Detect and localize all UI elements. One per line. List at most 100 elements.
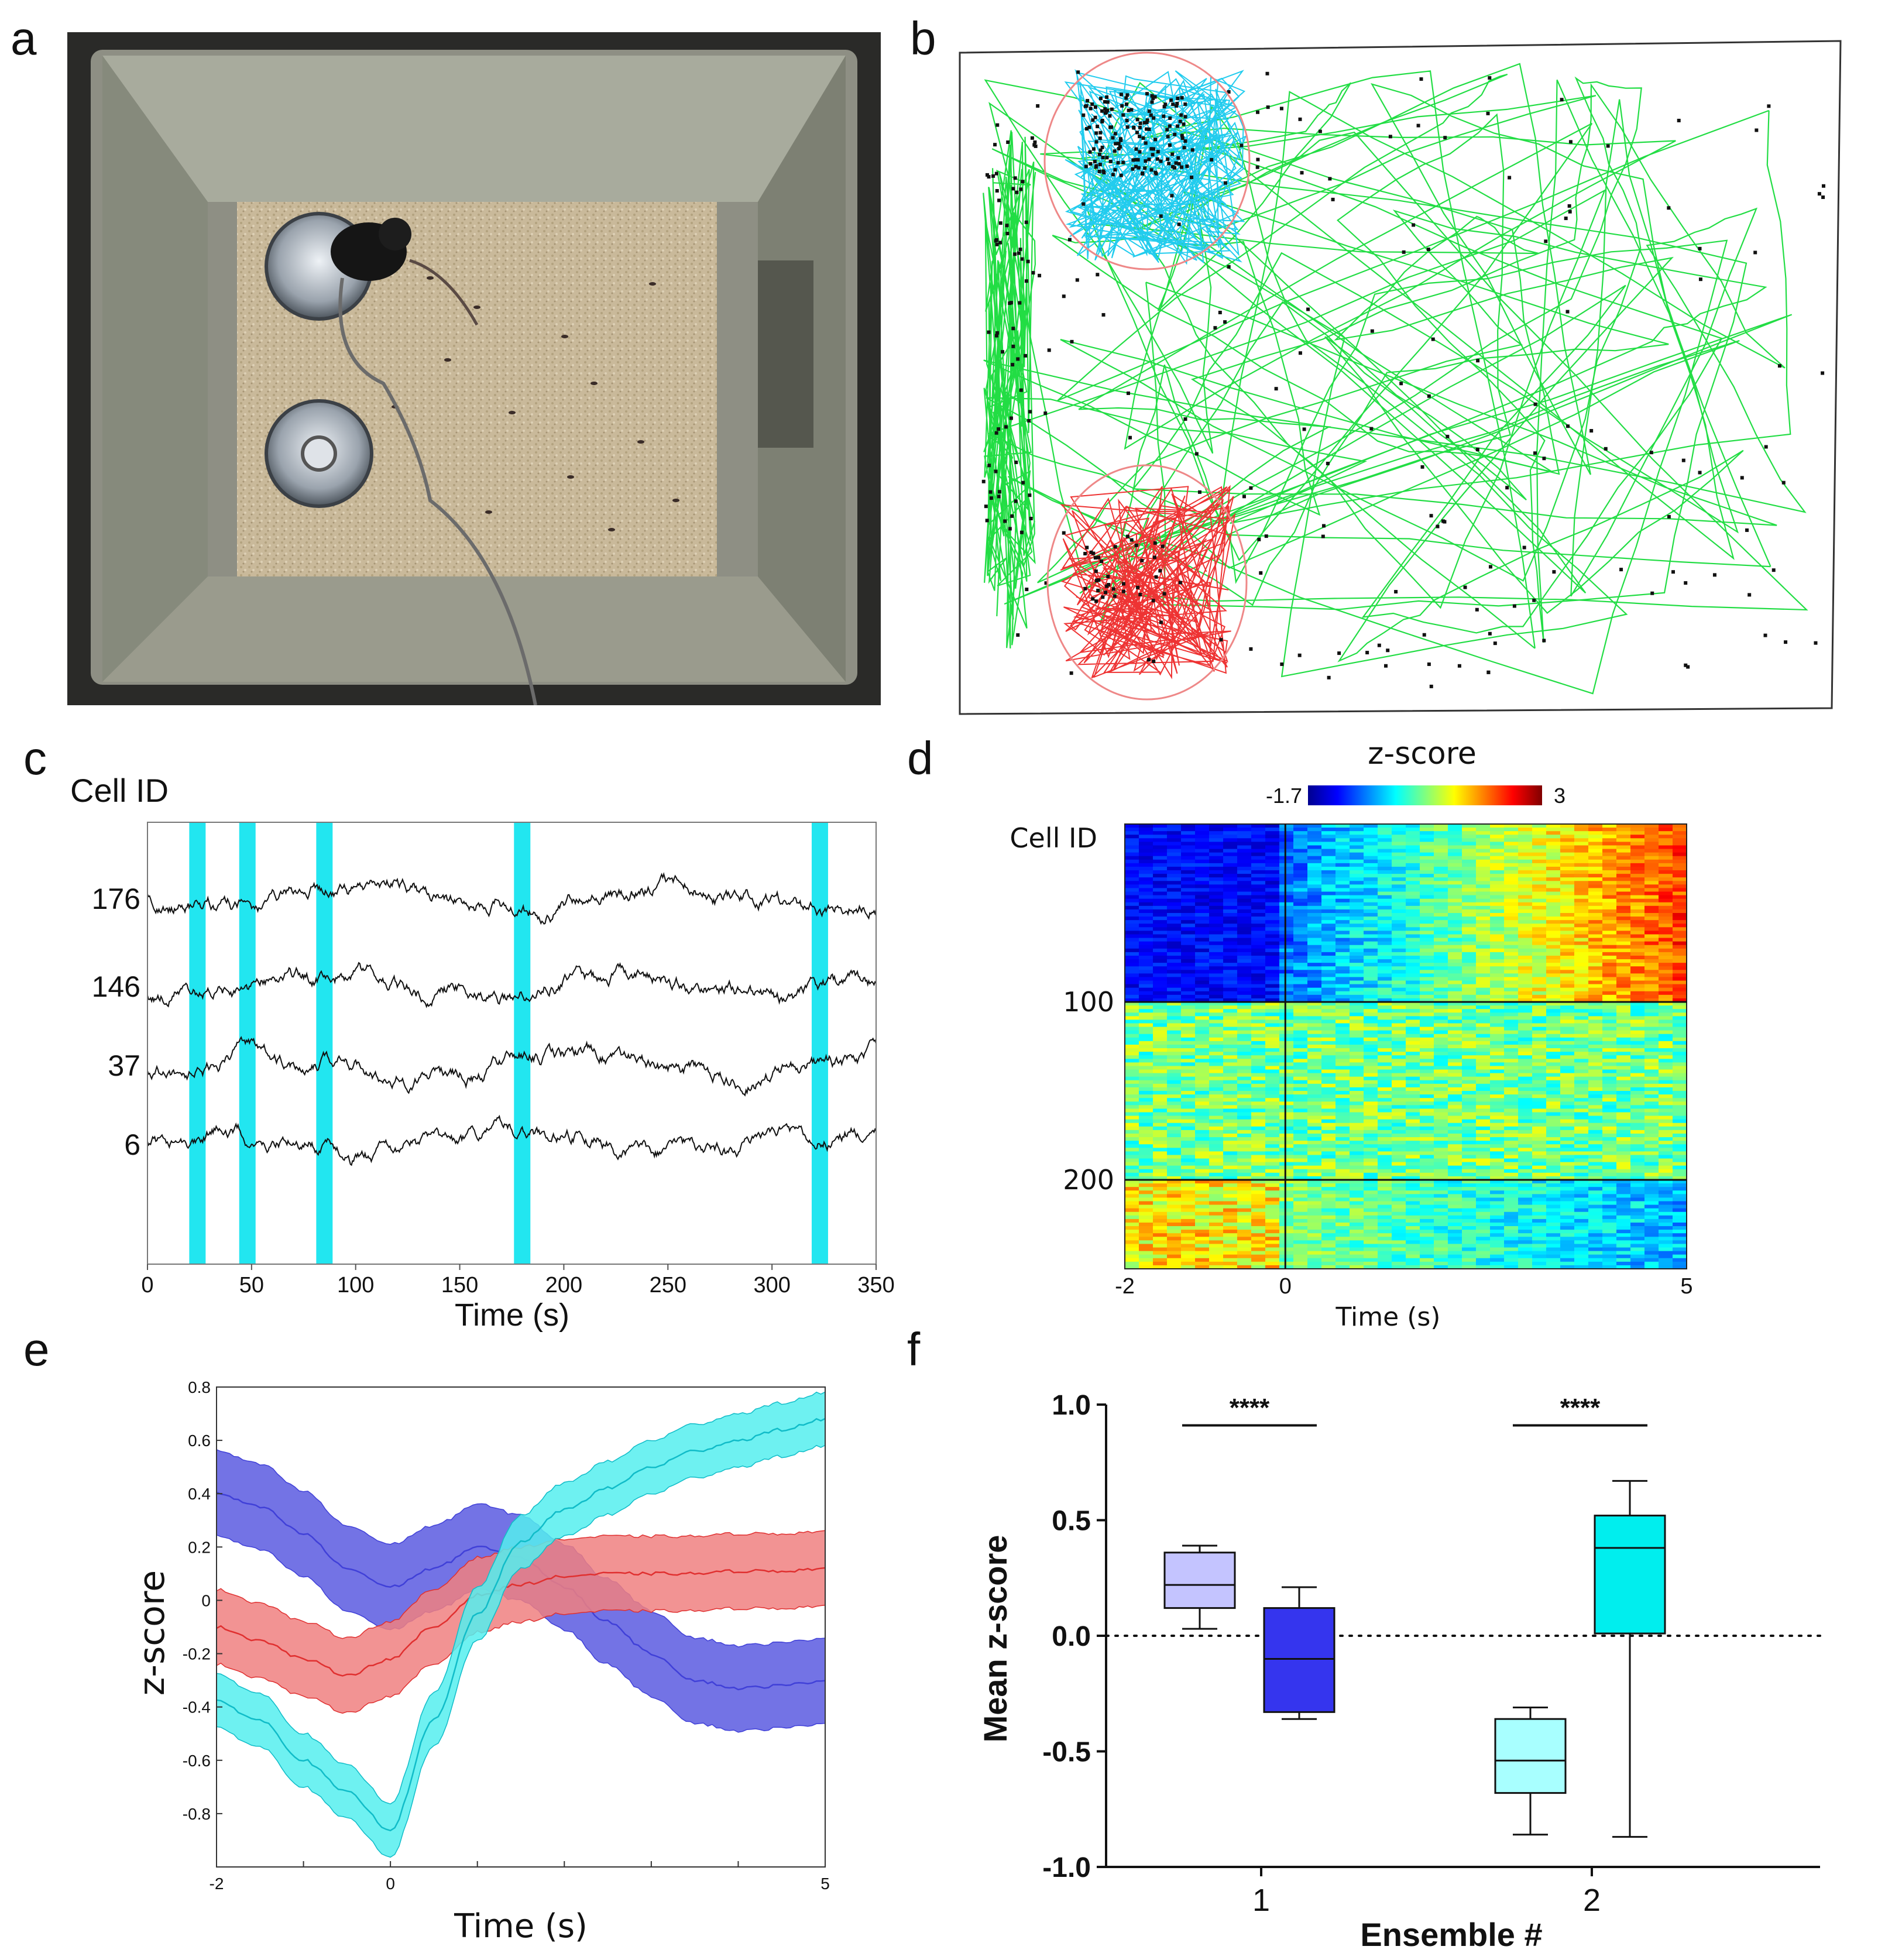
event-marker <box>1069 671 1073 675</box>
heatmap-cell <box>1251 874 1266 878</box>
heatmap-cell <box>1237 1002 1252 1006</box>
heatmap-cell <box>1378 1016 1392 1020</box>
event-marker <box>1781 480 1786 485</box>
event-marker <box>1671 570 1676 574</box>
heatmap-cell <box>1560 984 1575 988</box>
heatmap-cell <box>1504 920 1519 924</box>
heatmap-cell <box>1125 913 1139 917</box>
heatmap-cell <box>1139 959 1153 963</box>
heatmap-cell <box>1602 934 1617 939</box>
heatmap-cell <box>1279 856 1294 860</box>
heatmap-cell <box>1378 1222 1392 1227</box>
heatmap-cell <box>1335 987 1350 992</box>
heatmap-cell <box>1335 1073 1350 1077</box>
heatmap-cell <box>1476 1123 1491 1127</box>
heatmap-cell <box>1392 856 1406 860</box>
heatmap-cell <box>1364 970 1378 974</box>
heatmap-cell <box>1434 1044 1448 1049</box>
heatmap-cell <box>1518 1162 1533 1166</box>
heatmap-cell <box>1139 824 1153 828</box>
event-marker <box>1038 273 1042 277</box>
heatmap-cell <box>1167 938 1182 942</box>
heatmap-cell <box>1673 1091 1687 1095</box>
event-marker <box>1386 648 1390 653</box>
heatmap-cell <box>1293 1030 1308 1035</box>
traces-ylabel: Cell ID <box>70 772 169 809</box>
heatmap-cell <box>1265 828 1280 832</box>
heatmap-cell <box>1321 845 1336 850</box>
heatmap-cell <box>1630 1083 1645 1088</box>
heatmap-cell <box>1546 1083 1561 1088</box>
heatmap-cell <box>1223 1087 1238 1091</box>
heatmap-cell <box>1125 1020 1139 1024</box>
heatmap-cell <box>1195 1009 1210 1013</box>
heatmap-cell <box>1139 1194 1153 1198</box>
heatmap-cell <box>1420 1005 1434 1010</box>
event-marker <box>1176 124 1180 128</box>
heatmap-cell <box>1237 824 1252 828</box>
heatmap-cell <box>1420 838 1434 842</box>
heatmap-cell <box>1546 888 1561 893</box>
heatmap-cell <box>1167 941 1182 946</box>
heatmap-cell <box>1462 1076 1477 1081</box>
heatmap-cell <box>1307 998 1322 1003</box>
heatmap-cell <box>1364 831 1378 835</box>
heatmap-cell <box>1153 1130 1168 1134</box>
heatmap-cell <box>1490 874 1505 878</box>
heatmap-cell <box>1630 984 1645 988</box>
event-marker <box>1817 192 1821 196</box>
heatmap-cell <box>1673 1066 1687 1070</box>
event-marker <box>1475 448 1479 452</box>
heatmap-cell <box>1293 881 1308 885</box>
heatmap-cell <box>1673 1218 1687 1223</box>
heatmap-cell <box>1139 1165 1153 1170</box>
heatmap-cell <box>1139 845 1153 850</box>
event-marker <box>1113 545 1117 549</box>
heatmap-cell <box>1602 1158 1617 1163</box>
heatmap-cell <box>1265 1098 1280 1102</box>
heatmap-cell <box>1265 1105 1280 1109</box>
heatmap-cell <box>1546 1123 1561 1127</box>
heatmap-cell <box>1153 1144 1168 1148</box>
heatmap-cell <box>1546 884 1561 889</box>
heatmap-cell <box>1644 1133 1659 1138</box>
heatmap-cell <box>1195 1027 1210 1031</box>
heatmap-cell <box>1462 902 1477 907</box>
heatmap-cell <box>1574 1204 1589 1209</box>
event-marker <box>1111 136 1115 140</box>
heatmap-cell <box>1293 1169 1308 1173</box>
heatmap-cell <box>1209 1073 1224 1077</box>
heatmap-cell <box>1476 863 1491 867</box>
heatmap-cell <box>1476 1215 1491 1220</box>
heatmap-cell <box>1350 917 1364 921</box>
heatmap-cell <box>1659 1037 1673 1042</box>
heatmap-cell <box>1378 863 1392 867</box>
heatmap-cell <box>1602 1034 1617 1038</box>
event-marker <box>1013 252 1017 256</box>
heatmap-cell <box>1335 888 1350 893</box>
heatmap-cell <box>1335 1208 1350 1213</box>
heatmap-cell <box>1504 934 1519 939</box>
heatmap-cell <box>1237 1176 1252 1180</box>
heatmap-cell <box>1237 984 1252 988</box>
event-marker <box>1020 257 1024 261</box>
heatmap-cell <box>1406 973 1420 978</box>
heatmap-cell <box>1167 1190 1182 1194</box>
heatmap-cell <box>1420 970 1434 974</box>
heatmap-cell <box>1490 1162 1505 1166</box>
heatmap-cell <box>1420 1126 1434 1131</box>
heatmap-cell <box>1251 938 1266 942</box>
heatmap-cell <box>1125 866 1139 871</box>
heatmap-cell <box>1602 920 1617 924</box>
heatmap-cell <box>1504 895 1519 900</box>
heatmap-cell <box>1223 866 1238 871</box>
heatmap-cell <box>1350 934 1364 939</box>
heatmap-cell <box>1420 1037 1434 1042</box>
heatmap-cell <box>1532 1108 1547 1113</box>
heatmap-cell <box>1434 1137 1448 1141</box>
heatmap-cell <box>1223 984 1238 988</box>
heatmap-cell <box>1673 987 1687 992</box>
event-marker <box>1141 171 1145 176</box>
heatmap-cell <box>1181 1105 1196 1109</box>
heatmap-cell <box>1490 1176 1505 1180</box>
